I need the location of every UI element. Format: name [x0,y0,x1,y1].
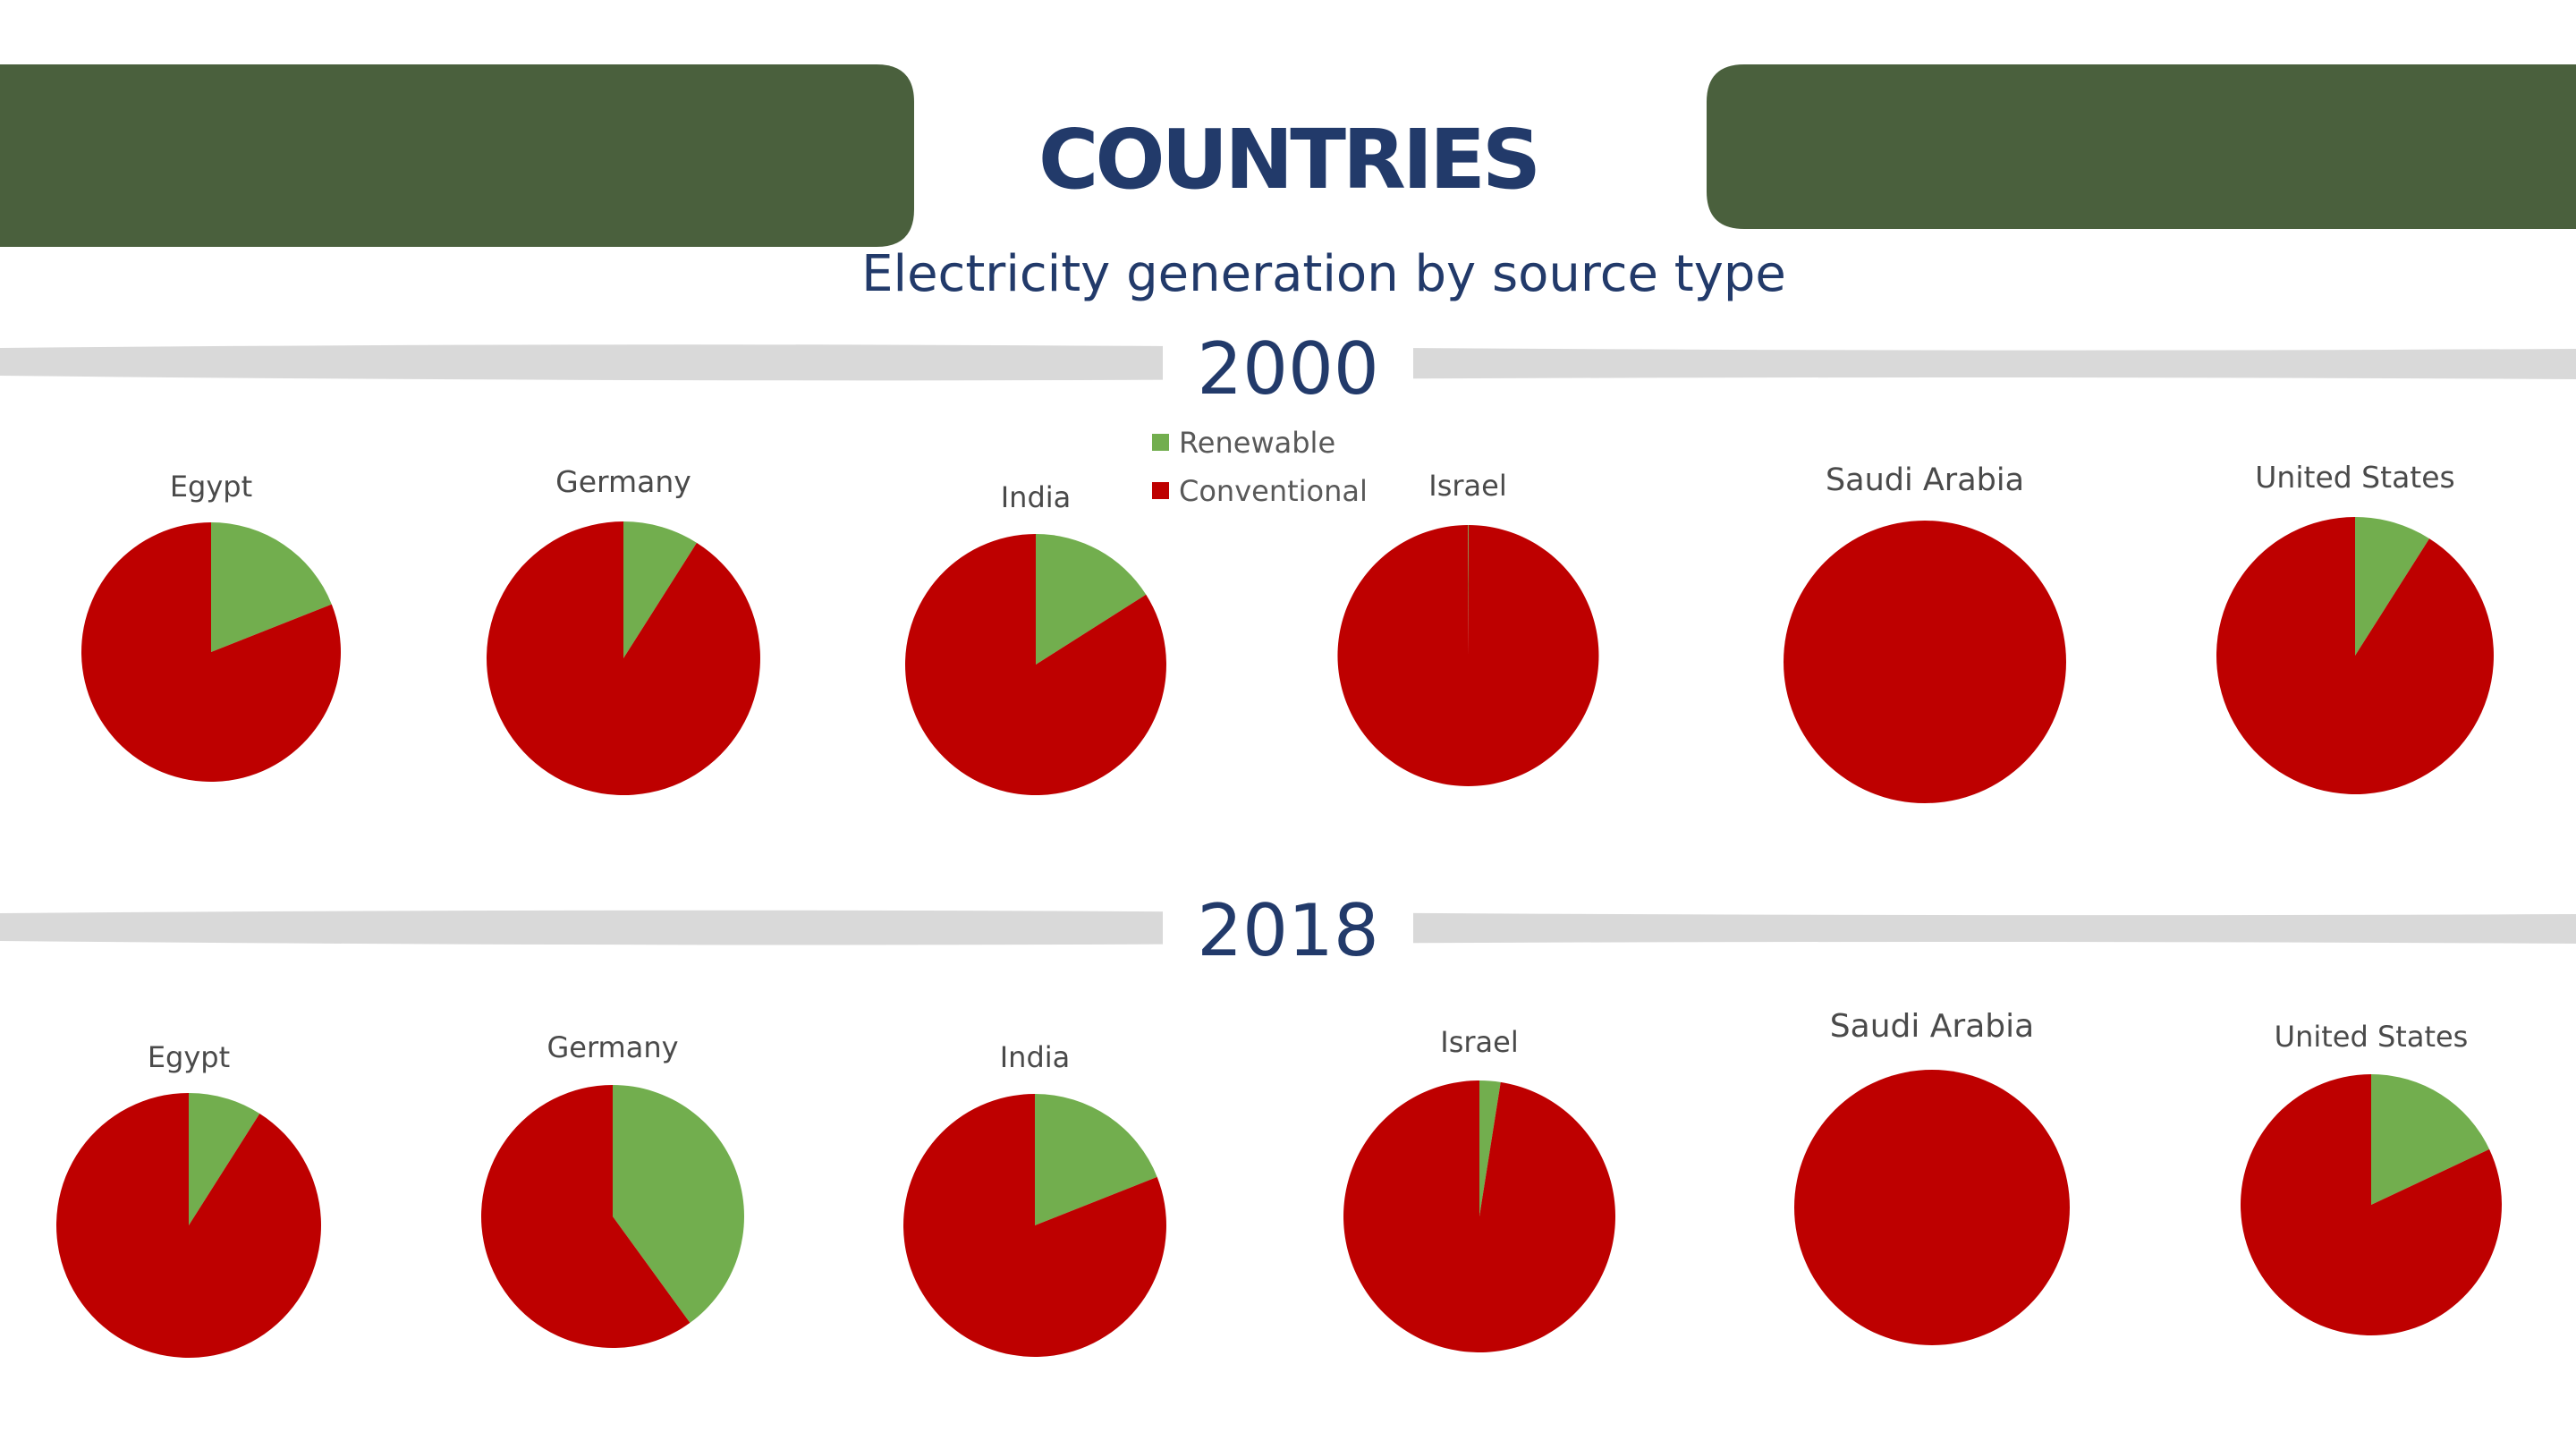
pie-label-saudi-arabia-2018: Saudi Arabia [1830,1008,2034,1045]
header-banner-right [1707,64,2576,229]
pie-chart-germany-2000: Germany [486,464,760,795]
pie-row-2018: Egypt Germany India Israel Saudi Arabia Unite… [55,1008,2502,1358]
section-2000: 2000 [1163,326,1413,411]
pie-chart-saudi-arabia-2018: Saudi Arabia [1794,1008,2070,1345]
pie-slice-conventional-saudi-arabia-2018 [1794,1070,2070,1345]
pie-slice-renewable-egypt-2000 [211,522,332,652]
pie-chart-united-states-2018: United States [2240,1020,2502,1336]
pie-chart-israel-2000: Israel [1337,469,1599,786]
legend-swatch-conventional [1152,482,1169,499]
section-2018: 2018 [1163,886,1413,972]
pie-slice-renewable-israel-2000 [1468,524,1469,656]
pie-slice-conventional-india-2018 [903,1094,1167,1357]
pie-slice-renewable-united-states-2000 [2355,517,2430,656]
pie-slice-conventional-egypt-2000 [81,522,342,782]
year-label-2000-bg [1163,326,1413,408]
pie-label-egypt-2000: Egypt [170,470,252,504]
pie-slice-conventional-india-2000 [904,533,1166,796]
pie-slice-renewable-egypt-2018 [189,1093,260,1225]
year-label-2000: 2000 [1197,327,1379,411]
pie-label-egypt-2018: Egypt [148,1040,230,1074]
pie-slice-conventional-egypt-2018 [55,1093,321,1358]
pie-slice-conventional-united-states-2018 [2240,1074,2502,1336]
page-subtitle: Electricity generation by source type [861,245,1786,303]
pie-slice-conventional-israel-2018 [1343,1080,1616,1352]
pie-slice-renewable-germany-2018 [613,1085,745,1323]
page-title: COUNTRIES [1038,112,1538,208]
pie-label-united-states-2000: United States [2255,460,2454,495]
pie-chart-saudi-arabia-2000: Saudi Arabia [1784,462,2066,803]
pie-slice-conventional-germany-2000 [486,521,760,795]
pie-slice-renewable-israel-2018 [1479,1080,1501,1216]
chart-legend: Renewable Conventional [1152,426,1368,508]
pie-slice-conventional-united-states-2000 [2216,517,2494,794]
pie-slice-conventional-germany-2018 [481,1085,691,1348]
pie-chart-united-states-2000: United States [2216,460,2494,794]
year-label-2018: 2018 [1197,889,1379,972]
pie-chart-india-2018: India [903,1040,1167,1357]
legend-swatch-renewable [1152,434,1169,451]
pie-slice-renewable-india-2018 [1035,1094,1157,1225]
header-banner-left [0,64,914,247]
pie-slice-renewable-united-states-2018 [2371,1074,2490,1205]
legend-item-renewable: Renewable [1152,426,1335,460]
pie-label-israel-2000: Israel [1428,469,1506,503]
legend-label-renewable: Renewable [1179,426,1335,460]
pie-label-united-states-2018: United States [2275,1020,2469,1054]
pie-label-india-2018: India [1000,1040,1071,1074]
pie-slice-conventional-saudi-arabia-2000 [1784,521,2066,803]
pie-slice-renewable-india-2000 [1036,534,1147,665]
pie-label-germany-2000: Germany [555,464,691,499]
pie-chart-germany-2018: Germany [481,1030,745,1348]
pie-label-india-2000: India [1001,480,1072,514]
pie-chart-egypt-2018: Egypt [55,1040,321,1358]
pie-label-saudi-arabia-2000: Saudi Arabia [1826,462,2024,498]
pie-row-2000: Egypt Germany India Israel Saudi Arabia Unite… [81,460,2494,803]
year-label-2018-bg [1163,886,1413,968]
pie-slice-renewable-germany-2000 [623,521,697,658]
pie-chart-egypt-2000: Egypt [81,470,342,782]
pie-slice-conventional-israel-2000 [1337,525,1599,786]
pie-chart-israel-2018: Israel [1343,1025,1616,1352]
legend-item-conventional: Conventional [1152,474,1368,508]
pie-label-israel-2018: Israel [1440,1025,1518,1059]
pie-chart-india-2000: India [904,480,1166,796]
legend-label-conventional: Conventional [1179,474,1368,508]
pie-label-germany-2018: Germany [547,1030,678,1064]
